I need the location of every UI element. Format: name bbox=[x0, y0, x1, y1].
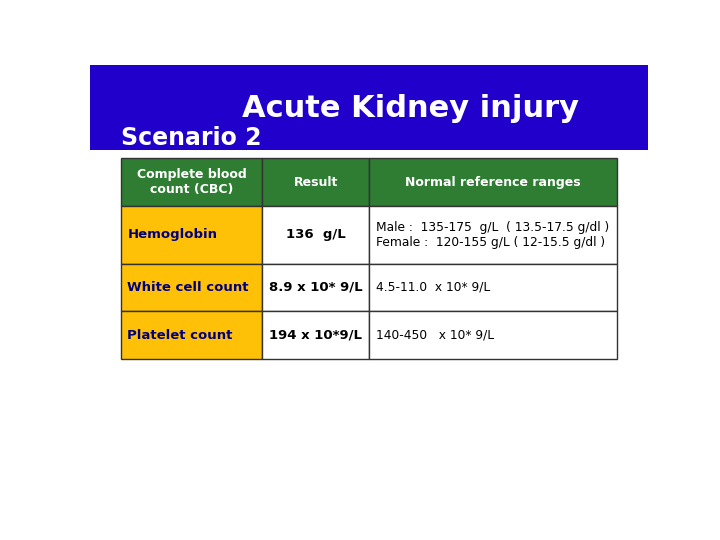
Text: Result: Result bbox=[294, 176, 338, 189]
Text: 8.9 x 10* 9/L: 8.9 x 10* 9/L bbox=[269, 281, 362, 294]
FancyBboxPatch shape bbox=[262, 264, 369, 312]
Text: Normal reference ranges: Normal reference ranges bbox=[405, 176, 581, 189]
Text: Hemoglobin: Hemoglobin bbox=[127, 228, 217, 241]
Text: 136  g/L: 136 g/L bbox=[286, 228, 346, 241]
FancyBboxPatch shape bbox=[90, 65, 648, 150]
Text: 140-450   x 10* 9/L: 140-450 x 10* 9/L bbox=[376, 329, 494, 342]
FancyBboxPatch shape bbox=[262, 312, 369, 359]
Text: Complete blood
count (CBC): Complete blood count (CBC) bbox=[137, 168, 246, 196]
Text: Platelet count: Platelet count bbox=[127, 329, 233, 342]
Text: Scenario 2: Scenario 2 bbox=[121, 126, 261, 150]
Text: 194 x 10*9/L: 194 x 10*9/L bbox=[269, 329, 362, 342]
Text: 4.5-11.0  x 10* 9/L: 4.5-11.0 x 10* 9/L bbox=[376, 281, 490, 294]
FancyBboxPatch shape bbox=[369, 264, 617, 312]
FancyBboxPatch shape bbox=[369, 158, 617, 206]
FancyBboxPatch shape bbox=[121, 312, 262, 359]
FancyBboxPatch shape bbox=[121, 158, 262, 206]
FancyBboxPatch shape bbox=[121, 264, 262, 312]
Text: White cell count: White cell count bbox=[127, 281, 249, 294]
FancyBboxPatch shape bbox=[369, 206, 617, 264]
FancyBboxPatch shape bbox=[262, 206, 369, 264]
FancyBboxPatch shape bbox=[262, 158, 369, 206]
Text: Acute Kidney injury: Acute Kidney injury bbox=[243, 94, 580, 123]
Text: Male :  135-175  g/L  ( 13.5-17.5 g/dl )
Female :  120-155 g/L ( 12-15.5 g/dl ): Male : 135-175 g/L ( 13.5-17.5 g/dl ) Fe… bbox=[376, 221, 609, 249]
FancyBboxPatch shape bbox=[369, 312, 617, 359]
FancyBboxPatch shape bbox=[121, 206, 262, 264]
